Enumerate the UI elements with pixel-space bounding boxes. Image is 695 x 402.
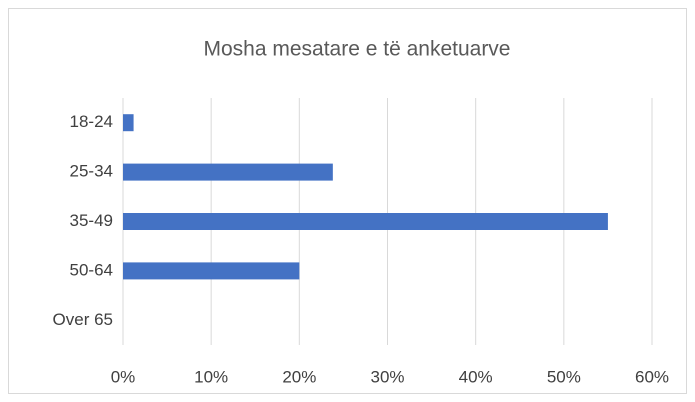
y-tick-label: 18-24 xyxy=(70,112,113,131)
y-tick-label: 50-64 xyxy=(70,260,113,279)
bar xyxy=(123,262,300,280)
y-tick-label: 25-34 xyxy=(70,162,113,181)
chart-title: Mosha mesatare e të anketuarve xyxy=(203,38,510,61)
chart-frame xyxy=(8,8,687,394)
x-tick-label: 20% xyxy=(282,367,316,386)
x-tick-label: 60% xyxy=(635,367,669,386)
x-tick-label: 10% xyxy=(194,367,228,386)
bar xyxy=(123,114,134,132)
y-tick-label: 35-49 xyxy=(70,211,113,230)
bar xyxy=(123,163,333,181)
x-tick-label: 50% xyxy=(547,367,581,386)
x-tick-label: 30% xyxy=(370,367,404,386)
y-tick-label: Over 65 xyxy=(53,310,113,329)
x-tick-label: 40% xyxy=(459,367,493,386)
x-tick-label: 0% xyxy=(111,367,136,386)
bar xyxy=(123,213,608,230)
